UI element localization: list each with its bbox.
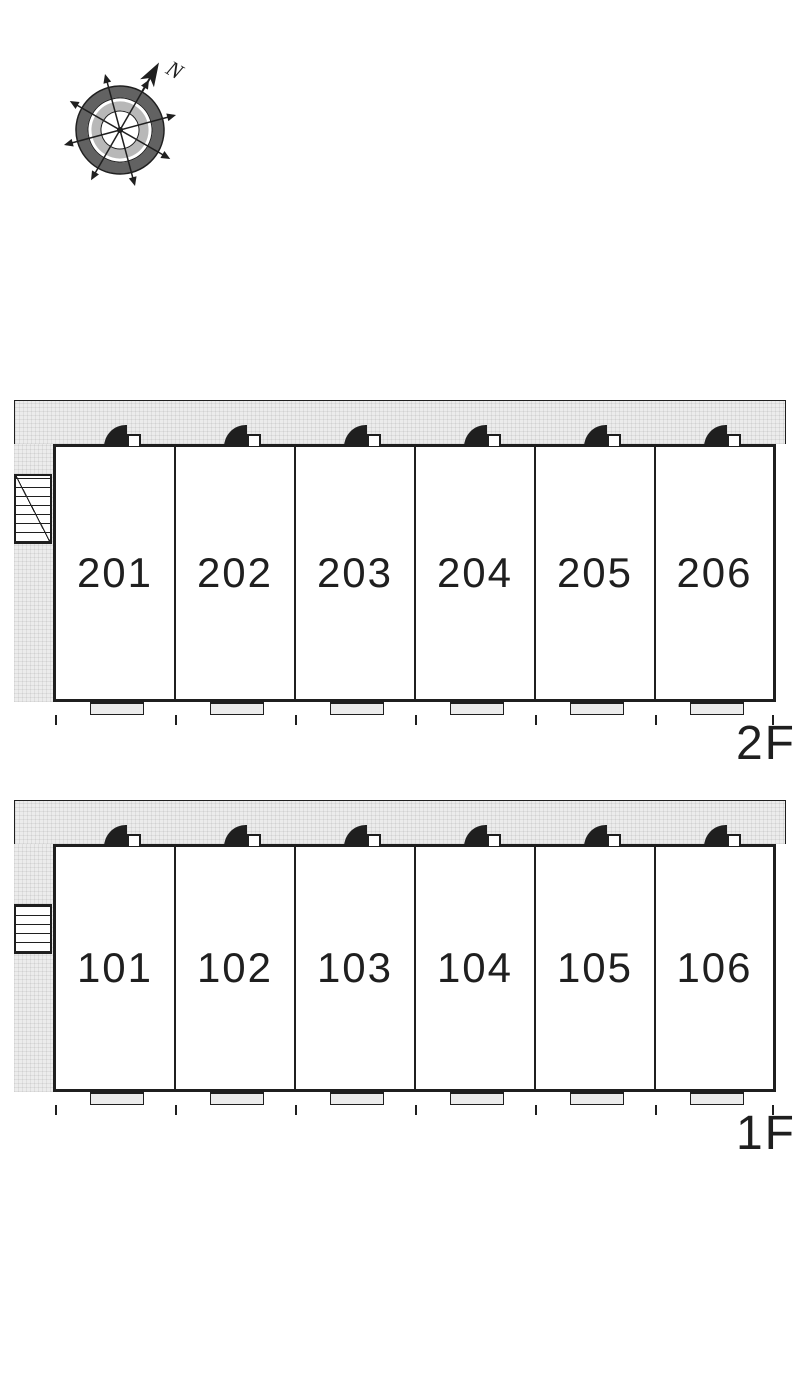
unit-label: 102 — [197, 944, 273, 992]
boundary-tick — [175, 715, 177, 725]
balcony-marker — [450, 701, 504, 715]
boundary-tick — [175, 1105, 177, 1115]
units-row: 101 102 103 104 105 106 — [14, 844, 786, 1092]
floor-label-1F: 1F — [736, 1106, 796, 1161]
floor-label-2F: 2F — [736, 716, 796, 771]
floor-1F: 101 102 103 104 105 106 — [14, 800, 786, 1092]
boundary-tick — [415, 715, 417, 725]
compass-icon: N — [40, 20, 200, 200]
balcony-marker — [690, 701, 744, 715]
unit-label: 203 — [317, 549, 393, 597]
unit-104: 104 — [414, 844, 536, 1092]
unit-106: 106 — [654, 844, 776, 1092]
balcony-marker — [690, 1091, 744, 1105]
balcony-marker — [330, 1091, 384, 1105]
balcony-marker — [450, 1091, 504, 1105]
stair-icon — [14, 474, 52, 544]
unit-label: 206 — [676, 549, 752, 597]
unit-label: 202 — [197, 549, 273, 597]
unit-102: 102 — [174, 844, 296, 1092]
balcony-marker — [570, 701, 624, 715]
balcony-marker — [90, 701, 144, 715]
balcony-marker — [330, 701, 384, 715]
floorplan-page: N 201 202 203 204 205 206 101 102 103 104 105 106 2… — [0, 0, 800, 1373]
unit-101: 101 — [54, 844, 176, 1092]
unit-label: 204 — [437, 549, 513, 597]
unit-label: 201 — [77, 549, 153, 597]
boundary-tick — [415, 1105, 417, 1115]
svg-text:N: N — [161, 55, 188, 85]
compass: N — [40, 20, 200, 200]
boundary-tick — [655, 1105, 657, 1115]
unit-label: 106 — [676, 944, 752, 992]
balcony-marker — [570, 1091, 624, 1105]
balcony-marker — [210, 1091, 264, 1105]
boundary-tick — [655, 715, 657, 725]
boundary-tick — [295, 715, 297, 725]
unit-206: 206 — [654, 444, 776, 702]
unit-203: 203 — [294, 444, 416, 702]
floor-2F: 201 202 203 204 205 206 — [14, 400, 786, 702]
unit-label: 205 — [557, 549, 633, 597]
boundary-tick — [535, 1105, 537, 1115]
boundary-tick — [535, 715, 537, 725]
stair-gutter — [14, 444, 54, 702]
boundary-tick — [55, 1105, 57, 1115]
unit-label: 103 — [317, 944, 393, 992]
unit-202: 202 — [174, 444, 296, 702]
balcony-marker — [90, 1091, 144, 1105]
unit-label: 105 — [557, 944, 633, 992]
units-row: 201 202 203 204 205 206 — [14, 444, 786, 702]
unit-105: 105 — [534, 844, 656, 1092]
unit-205: 205 — [534, 444, 656, 702]
unit-label: 101 — [77, 944, 153, 992]
corridor — [14, 800, 786, 844]
corridor — [14, 400, 786, 444]
stair-icon — [14, 904, 52, 954]
unit-204: 204 — [414, 444, 536, 702]
unit-103: 103 — [294, 844, 416, 1092]
unit-201: 201 — [54, 444, 176, 702]
balcony-marker — [210, 701, 264, 715]
boundary-tick — [55, 715, 57, 725]
stair-gutter — [14, 844, 54, 1092]
boundary-tick — [295, 1105, 297, 1115]
unit-label: 104 — [437, 944, 513, 992]
